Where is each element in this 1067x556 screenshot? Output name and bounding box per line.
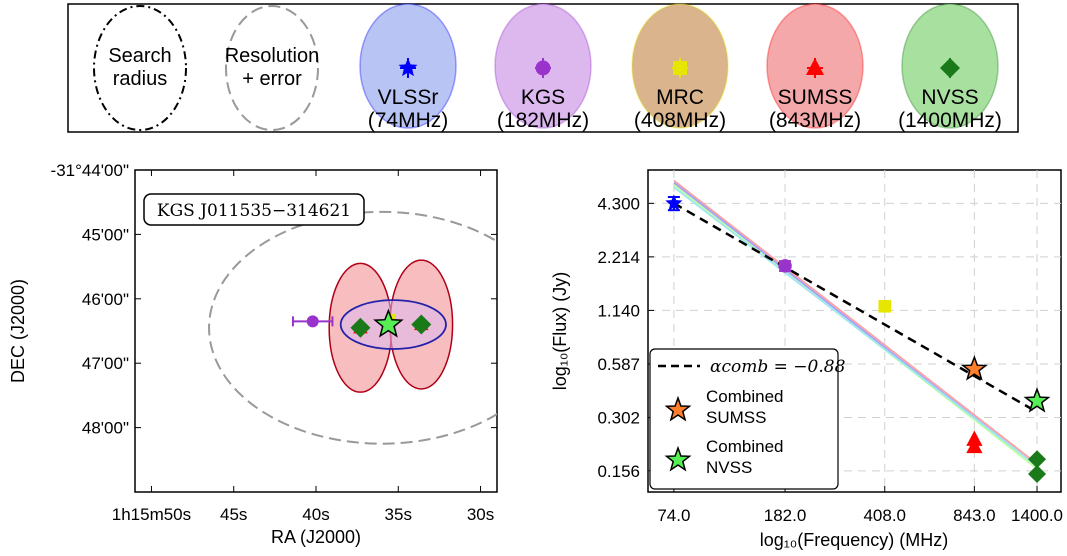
sed-ytick-4: 1.140 — [597, 301, 640, 320]
sed-ytick-5: 2.214 — [597, 248, 640, 267]
sky-map-xlabel: RA (J2000) — [271, 527, 361, 547]
legend-kgs-frequency: (182MHz) — [497, 109, 589, 132]
legend-mrc-name: MRC — [656, 86, 704, 109]
legend-sumss-frequency: (843MHz) — [769, 109, 861, 132]
sky-map-xtick-5: 30s — [467, 505, 494, 524]
sed-legend-nvss-star-icon — [664, 445, 692, 472]
nvss-position-3 — [350, 317, 371, 338]
sed-panel: 74.0 182.0 408.0 843.0 1400.0 0.156 0.302 0.587… — [550, 169, 1063, 550]
kgs-point-1 — [778, 259, 792, 273]
nvss-point-1 — [1028, 450, 1047, 469]
resolution-ellipse — [208, 210, 497, 445]
sed-ylabel: log₁₀(Flux) (Jy) — [550, 272, 570, 391]
sky-map-ytick-2: 45'00" — [82, 225, 129, 244]
sed-ytick-2: 0.302 — [597, 409, 640, 428]
legend-vlssr-star-icon — [398, 58, 418, 77]
nvss-position-5 — [411, 314, 432, 335]
combined-fit-line — [673, 202, 1038, 414]
legend-kgs-name: KGS — [521, 86, 565, 109]
sumss-point-2 — [966, 437, 983, 454]
source-name-box: KGS J011535−314621 — [143, 193, 365, 226]
legend-entry-kgs: KGS(182MHz) — [494, 3, 592, 132]
sky-map-ylabel: DEC (J2000) — [8, 279, 28, 383]
sed-xtick-3: 408.0 — [863, 506, 906, 525]
sed-xtick-5: 1400.0 — [1011, 506, 1063, 525]
legend-sumss-triangle-icon — [806, 58, 824, 75]
sky-map-panel: 1h15m50s 45s 40s 35s 30s -31°44'00" 45'00" 46'0… — [8, 161, 498, 547]
legend-vlssr-frequency: (74MHz) — [368, 109, 449, 132]
legend-nvss-frequency: (1400MHz) — [898, 109, 1002, 132]
sed-legend-sumss-line1: Combined — [706, 387, 784, 406]
sky-map-ytick-3: 46'00" — [82, 290, 129, 309]
legend-entry-nvss: NVSS(1400MHz) — [898, 3, 1002, 132]
sed-legend: αcomb = −0.88 Combined SUMSS Combined NV… — [649, 348, 846, 490]
mrc-point-1 — [878, 299, 892, 313]
sed-ytick-6: 4.300 — [597, 194, 640, 213]
legend-sumss-name: SUMSS — [778, 86, 853, 109]
survey-legend: Search radius Resolution + error VLSSr(7… — [67, 3, 1019, 133]
legend-entry-mrc: MRC(408MHz) — [631, 3, 729, 132]
nvss-point-2 — [1028, 465, 1047, 484]
sed-legend-nvss-line1: Combined — [706, 437, 784, 456]
sed-ytick-1: 0.156 — [597, 462, 640, 481]
sed-legend-sumss-star-icon — [664, 395, 692, 422]
legend-resolution-line1: Resolution — [225, 45, 320, 67]
sed-xtick-1: 74.0 — [657, 506, 690, 525]
combined-position-star — [373, 308, 404, 338]
legend-search-line1: Search — [108, 45, 171, 67]
sed-xtick-4: 843.0 — [953, 506, 996, 525]
legend-entry-sumss: SUMSS(843MHz) — [766, 3, 864, 132]
sky-map-ytick-4: 47'00" — [82, 354, 129, 373]
sky-map-xtick-1: 1h15m50s — [112, 505, 191, 524]
legend-nvss-diamond-icon — [940, 58, 960, 78]
legend-vlssr-name: VLSSr — [378, 86, 439, 109]
sed-xtick-2: 182.0 — [764, 506, 807, 525]
sky-map-xtick-4: 35s — [385, 505, 412, 524]
sky-map-ytick-1: -31°44'00" — [51, 161, 129, 180]
sed-xlabel: log₁₀(Frequency) (MHz) — [760, 530, 949, 550]
source-name-label: KGS J011535−314621 — [157, 201, 351, 221]
sed-legend-frame — [649, 348, 839, 490]
legend-nvss-name: NVSS — [921, 86, 978, 109]
legend-resolution-line2: + error — [242, 68, 302, 90]
legend-search-line2: radius — [113, 68, 167, 90]
combined-sumss-point — [960, 355, 988, 381]
legend-resolution-ellipse — [225, 5, 319, 131]
sed-ytick-3: 0.587 — [597, 355, 640, 374]
sed-legend-sumss-line2: SUMSS — [706, 408, 766, 427]
vlssr-point-1 — [665, 194, 683, 211]
individual-fit-line-1 — [673, 179, 1038, 465]
legend-search-ellipse — [93, 5, 187, 131]
individual-fit-line-4 — [673, 186, 1038, 468]
legend-mrc-frequency: (408MHz) — [634, 109, 726, 132]
sed-legend-nvss-line2: NVSS — [706, 458, 752, 477]
legend-mrc-square-icon — [673, 61, 687, 75]
sed-legend-fit-label: αcomb = −0.88 — [710, 357, 846, 377]
sky-map-xtick-2: 45s — [220, 505, 247, 524]
combined-nvss-point — [1023, 387, 1051, 413]
legend-kgs-circle-icon — [535, 60, 551, 76]
legend-entry-vlssr: VLSSr(74MHz) — [359, 3, 457, 132]
sky-map-ytick-5: 48'00" — [82, 419, 129, 438]
sky-map-xtick-3: 40s — [302, 505, 329, 524]
kgs-position-1 — [306, 315, 319, 328]
